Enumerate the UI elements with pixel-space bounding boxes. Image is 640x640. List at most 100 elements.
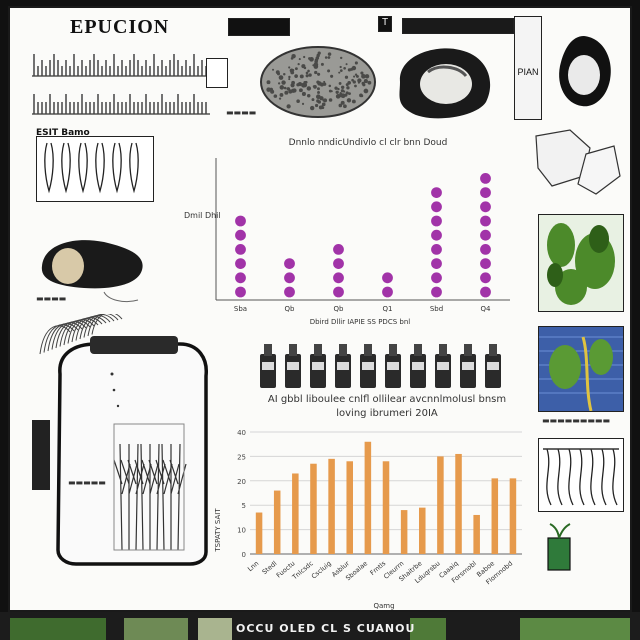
chart-2-bar: [455, 453, 462, 554]
chart-1-x-tick: Sbd: [430, 305, 443, 313]
chart-2-title: AI gbbl liboulee cnlfl ollilear avcnnlmo…: [267, 394, 507, 405]
strip-photo-2: [124, 618, 188, 640]
green-plant-photo: [538, 214, 624, 312]
chart-2-bar: [310, 463, 317, 554]
chart-1-point: [431, 215, 442, 227]
chart-1-point: [480, 201, 491, 213]
chart-2-bar: [292, 473, 299, 554]
seedling-cup-icon: [544, 520, 574, 574]
small-box-icon: [206, 58, 228, 88]
chart-1-x-tick: Q1: [383, 305, 393, 313]
chart-1-x-tick: Qb: [285, 305, 296, 313]
chart-2-bar: [419, 507, 426, 554]
bottom-strip-text: OCCU OLED CL S CUANOU: [236, 622, 416, 635]
header-title: EPUCION: [70, 16, 170, 38]
top-box-1-label: T: [381, 17, 389, 28]
chart-1-point: [284, 272, 295, 284]
jar-illustration: [39, 314, 208, 566]
chart-2-subtitle: loving ibrumeri 20IA: [336, 408, 438, 419]
chart-2-x-tick: Cscluig: [310, 559, 333, 580]
chart-1-point: [235, 286, 246, 298]
chart-1-point: [333, 286, 344, 298]
chart-1-point: [480, 229, 491, 241]
strip-photo-3: [198, 618, 232, 640]
chart-2-bar: [491, 478, 499, 554]
chart-2-bar: [364, 441, 372, 554]
chart-1-xlabel: Dbird Dllir IAPIE SS PDCS bnl: [310, 318, 410, 326]
chart-2-bar: [400, 510, 408, 554]
chart-2-y-tick: 10: [237, 527, 246, 535]
blob-illustration: [399, 48, 491, 119]
chart-1-ylabel: Dmil Dhil: [184, 211, 221, 220]
chart-2-ylabel: TSPATY SAIT: [214, 508, 222, 553]
chart-1: Sba Qb Qb Q1 Sbd Q4 Dmil Dhil Dbird Dllir IAP…: [184, 158, 510, 326]
top-label-bar: [402, 18, 514, 34]
chart-1-point: [382, 286, 393, 298]
chart-1-point: [480, 286, 491, 298]
chart-2-bar: [328, 458, 335, 554]
infographic-sheet: EPUCION ▬▬▬▬ T PIAN: [8, 6, 632, 612]
chart-1-point: [382, 272, 393, 284]
chart-2-bar: [255, 512, 263, 554]
chart-2-y-tick: 40: [237, 429, 246, 437]
texture-oval-illustration: [260, 46, 376, 118]
seed-icon: [559, 36, 611, 107]
chart-1-point: [431, 258, 442, 269]
chart-1-x-tick: Q4: [481, 305, 492, 313]
test-tubes-illustration: [36, 136, 154, 202]
chart-1-point: [235, 258, 246, 269]
chart-1-title: Dnnlo nndicUndivlo cl clr bnn Doud: [288, 138, 448, 148]
chart-1-point: [333, 244, 344, 255]
black-label-icon: [228, 18, 290, 36]
chart-2-bar: [473, 514, 480, 554]
chart-1-point: [235, 229, 246, 241]
chart-2-y-tick: 20: [237, 478, 246, 486]
blue-photo-caption: ▬▬▬▬▬▬▬▬▬: [542, 416, 611, 425]
chart-1-point: [480, 215, 491, 227]
chart-1-point: [333, 258, 344, 269]
chart-1-point: [284, 286, 295, 298]
chart-2-y-tick: 25: [237, 453, 246, 461]
blue-plant-photo: [538, 326, 624, 412]
chart-1-point: [480, 187, 491, 198]
jar-caption: ▬▬▬▬▬: [68, 478, 106, 487]
chart-2-xlabel: Qamg: [373, 602, 394, 610]
chart-1-point: [235, 215, 246, 227]
chart-1-point: [235, 272, 246, 284]
chart-1-point: [235, 244, 246, 255]
chart-1-point: [333, 272, 344, 284]
strip-photo-5: [520, 618, 630, 640]
chart-2-y-tick: 0: [242, 551, 246, 559]
chart-1-point: [431, 229, 442, 241]
sketch-rocks-illustration: [530, 124, 622, 204]
chart-1-point: [480, 258, 491, 269]
chart-1-x-tick: Sba: [234, 305, 247, 313]
chart-1-point: [480, 173, 491, 184]
chart-1-point: [431, 244, 442, 255]
small-caption: ▬▬▬▬: [226, 108, 257, 117]
seed-illustration-frame: [544, 20, 624, 118]
ruler-label: ESIT Bamo: [36, 128, 90, 138]
chart-1-point: [431, 201, 442, 213]
chart-1-x-tick: Qb: [334, 305, 345, 313]
chart-2-y-tick: 5: [242, 502, 246, 510]
chart-1-point: [480, 272, 491, 284]
strip-photo-4: [410, 618, 446, 640]
chart-2-x-tick: Lnn: [246, 559, 260, 573]
chart-2-bar: [382, 461, 390, 554]
cone-caption: ▬▬▬▬: [36, 294, 67, 303]
chart-2-bar: [437, 456, 444, 554]
roots-illustration: [538, 438, 624, 512]
cone-illustration: [41, 240, 143, 303]
chart-1-point: [431, 272, 442, 284]
top-box-1: T: [378, 16, 392, 32]
chart-1-point: [431, 187, 442, 198]
top-box-2: PIAN: [514, 16, 542, 120]
top-box-2-label: PIAN: [517, 67, 539, 77]
chart-1-point: [480, 244, 491, 255]
chart-2-bar: [273, 490, 281, 554]
chart-2-bar: [509, 478, 517, 554]
bottles-row-illustration: [260, 344, 501, 388]
strip-photo-1: [10, 618, 106, 640]
